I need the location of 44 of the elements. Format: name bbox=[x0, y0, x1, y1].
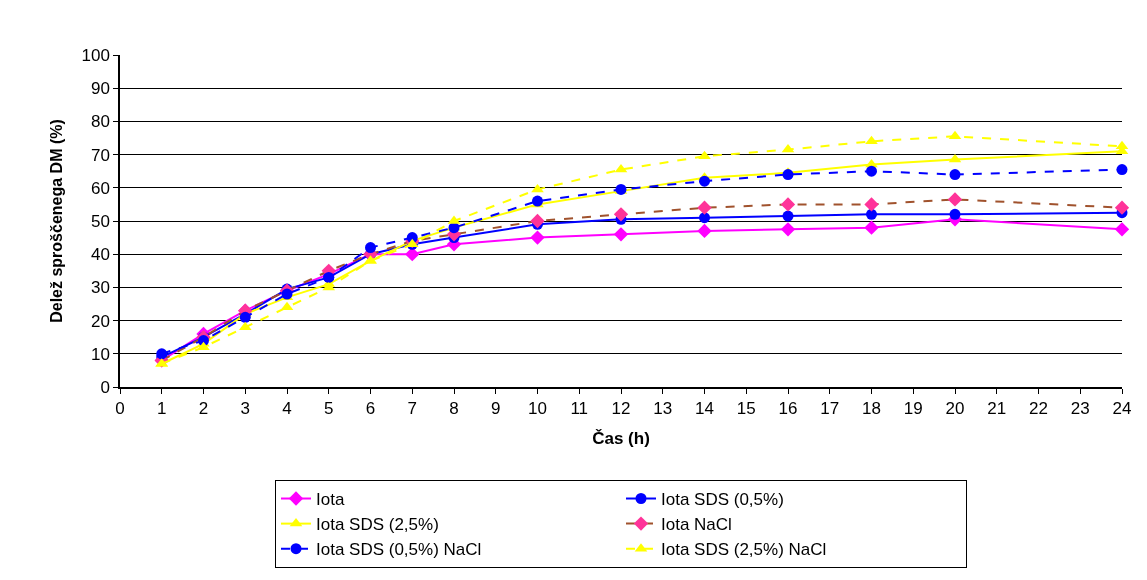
x-tick-label: 8 bbox=[449, 399, 459, 419]
x-tick-label: 11 bbox=[570, 399, 589, 419]
x-tick-label: 20 bbox=[945, 399, 965, 419]
y-tick-label: 50 bbox=[90, 211, 110, 231]
x-tick-label: 15 bbox=[736, 399, 756, 419]
x-tick-label: 19 bbox=[903, 399, 923, 419]
legend-label: Iota SDS (2,5%) bbox=[316, 515, 439, 535]
y-axis-title: Delež sproščenega DM (%) bbox=[47, 119, 65, 323]
x-axis-title: Čas (h) bbox=[592, 429, 650, 449]
x-tick-label: 10 bbox=[528, 399, 547, 419]
x-tick-label: 0 bbox=[115, 399, 125, 419]
y-tick-label: 70 bbox=[90, 145, 110, 165]
y-tick-label: 0 bbox=[100, 377, 110, 397]
y-tick-label: 80 bbox=[90, 112, 110, 132]
x-tick-label: 9 bbox=[491, 399, 501, 419]
x-tick-label: 16 bbox=[778, 399, 798, 419]
x-tick-label: 2 bbox=[198, 399, 209, 419]
y-tick-label: 60 bbox=[90, 178, 110, 198]
x-tick-label: 6 bbox=[365, 399, 376, 419]
x-tick-label: 1 bbox=[157, 399, 167, 419]
x-tick-label: 13 bbox=[653, 399, 673, 419]
x-tick-label: 22 bbox=[1029, 399, 1048, 419]
y-tick-label: 90 bbox=[90, 79, 110, 99]
x-tick-label: 18 bbox=[862, 399, 881, 419]
y-tick-label: 20 bbox=[90, 311, 110, 331]
x-tick-label: 7 bbox=[407, 399, 417, 419]
x-tick-label: 5 bbox=[324, 399, 334, 419]
legend-label: Iota SDS (0,5%) bbox=[661, 490, 784, 510]
x-tick-label: 17 bbox=[820, 399, 840, 419]
x-tick-label: 21 bbox=[987, 399, 1007, 419]
y-tick-label: 100 bbox=[81, 45, 110, 65]
legend-label: Iota bbox=[316, 490, 345, 510]
x-tick-label: 3 bbox=[240, 399, 250, 419]
legend-label: Iota NaCl bbox=[661, 515, 732, 535]
x-tick-label: 14 bbox=[695, 399, 714, 419]
legend-label: Iota SDS (0,5%) NaCl bbox=[316, 540, 482, 560]
y-tick-label: 40 bbox=[90, 245, 110, 265]
x-tick-label: 23 bbox=[1070, 399, 1090, 419]
y-tick-label: 10 bbox=[90, 344, 110, 364]
x-tick-label: 24 bbox=[1112, 399, 1132, 419]
x-tick-label: 12 bbox=[611, 399, 631, 419]
legend-label: Iota SDS (2,5%) NaCl bbox=[661, 540, 827, 560]
x-tick-label: 4 bbox=[282, 399, 292, 419]
y-tick-label: 30 bbox=[90, 278, 110, 298]
